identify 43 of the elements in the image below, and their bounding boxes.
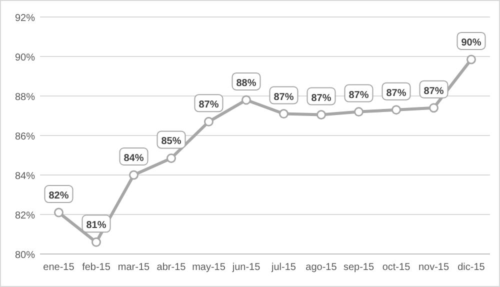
point <box>392 105 401 115</box>
data-label: 87% <box>198 100 219 111</box>
data-label: 87% <box>424 86 444 97</box>
data-label: 87% <box>348 90 369 101</box>
point <box>354 107 364 117</box>
point <box>54 208 64 218</box>
y-tick-label: 84% <box>14 171 36 182</box>
point <box>316 110 326 120</box>
point <box>466 54 476 64</box>
data-label: 88% <box>236 78 256 89</box>
x-tick-label: ago-15 <box>306 262 338 273</box>
data-label: 87% <box>386 88 406 99</box>
data-label: 85% <box>161 136 182 148</box>
point <box>129 170 138 180</box>
point <box>279 109 288 119</box>
y-tick-label: 86% <box>14 132 36 142</box>
y-tick-label: 88% <box>14 92 36 103</box>
y-tick-label: 82% <box>14 210 36 222</box>
x-tick-label: nov-15 <box>418 262 450 273</box>
data-label: 87% <box>274 92 294 103</box>
data-label: 82% <box>48 190 69 202</box>
data-label: 90% <box>461 37 482 48</box>
point <box>92 237 101 247</box>
x-tick-label: oct-15 <box>382 262 411 273</box>
data-label: 81% <box>86 220 106 232</box>
y-tick-label: 80% <box>14 250 36 261</box>
x-tick-label: mar-15 <box>118 262 150 273</box>
x-tick-label: abr-15 <box>156 262 186 273</box>
x-tick-label: sep-15 <box>343 262 374 273</box>
x-tick-label: may-15 <box>192 262 226 273</box>
x-tick-label: feb-15 <box>82 262 111 273</box>
point <box>242 95 251 105</box>
point <box>429 103 438 113</box>
data-label: 87% <box>311 92 332 104</box>
x-tick-label: jul-15 <box>270 262 296 273</box>
x-tick-label: ene-15 <box>43 262 75 273</box>
x-tick-label: dic-15 <box>458 262 486 273</box>
y-tick-label: 90% <box>14 52 36 64</box>
point <box>166 153 176 163</box>
y-tick-label: 92% <box>14 13 36 24</box>
data-label: 84% <box>124 153 144 164</box>
point <box>204 116 214 126</box>
x-tick-label: jun-15 <box>231 262 261 273</box>
